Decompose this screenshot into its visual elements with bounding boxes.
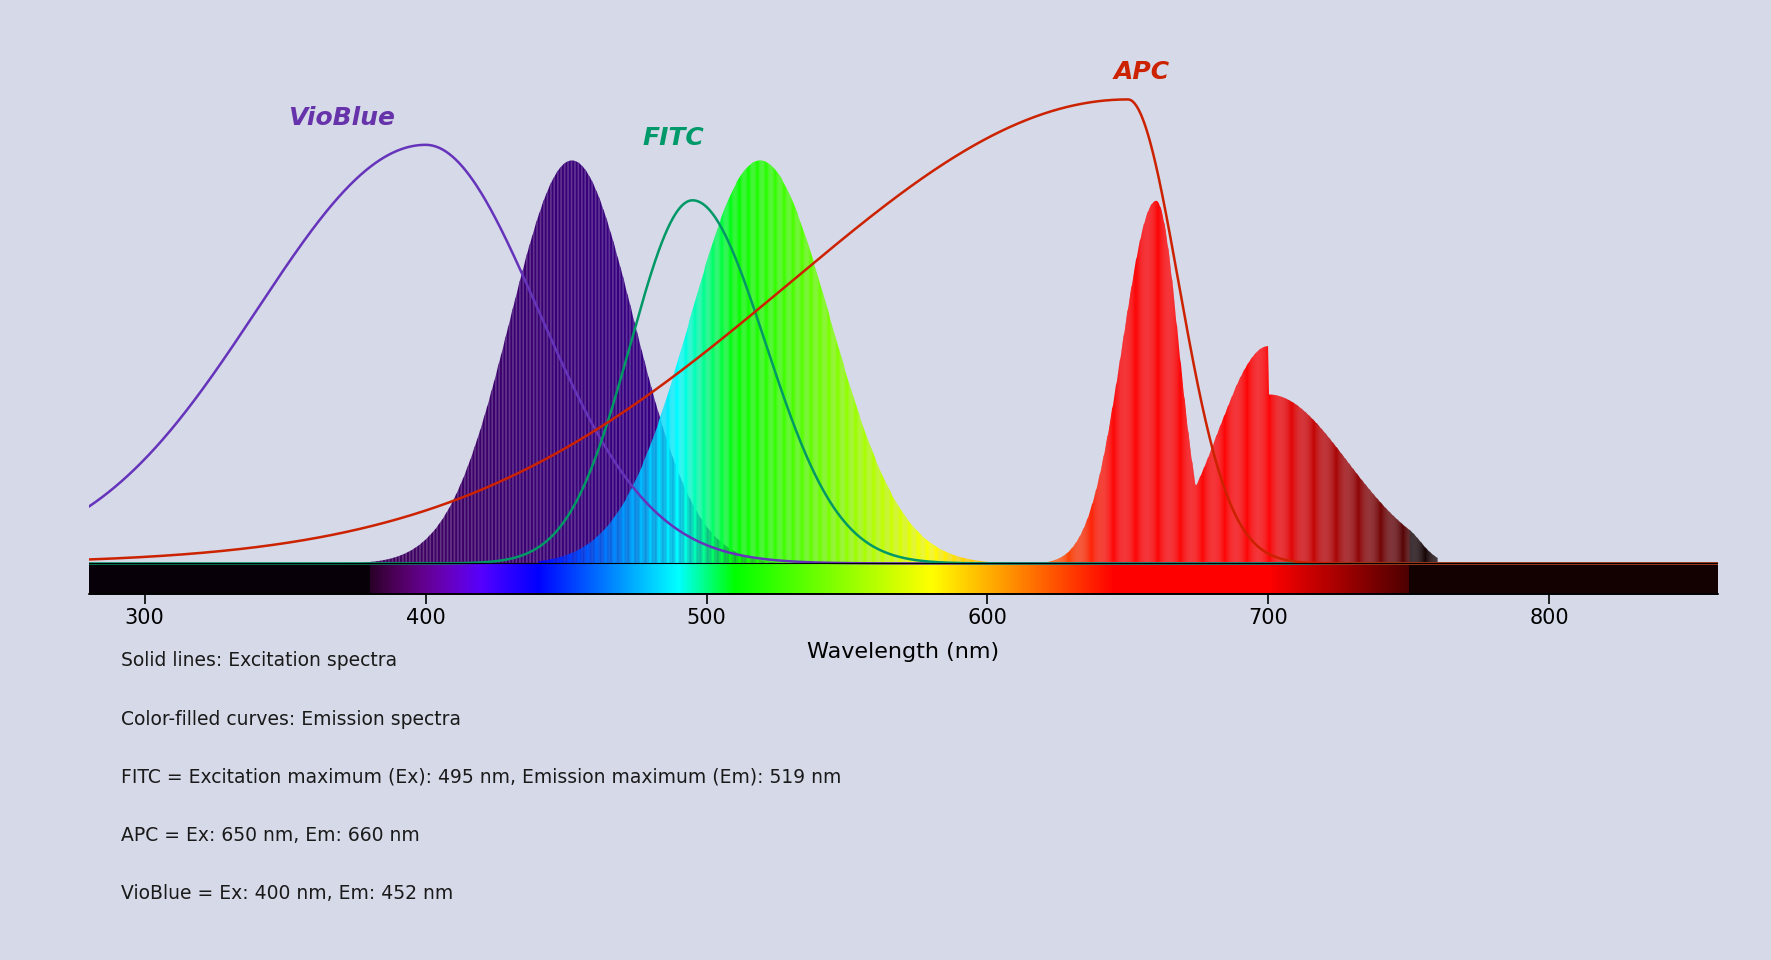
- Text: APC: APC: [1114, 60, 1171, 84]
- Text: FITC: FITC: [641, 126, 703, 150]
- Text: APC = Ex: 650 nm, Em: 660 nm: APC = Ex: 650 nm, Em: 660 nm: [120, 826, 420, 845]
- Text: Color-filled curves: Emission spectra: Color-filled curves: Emission spectra: [120, 709, 460, 729]
- Text: Solid lines: Excitation spectra: Solid lines: Excitation spectra: [120, 652, 397, 670]
- Text: FITC = Excitation maximum (Ex): 495 nm, Emission maximum (Em): 519 nm: FITC = Excitation maximum (Ex): 495 nm, …: [120, 768, 841, 787]
- Text: VioBlue: VioBlue: [289, 106, 395, 130]
- X-axis label: Wavelength (nm): Wavelength (nm): [808, 642, 999, 662]
- Text: VioBlue = Ex: 400 nm, Em: 452 nm: VioBlue = Ex: 400 nm, Em: 452 nm: [120, 884, 453, 903]
